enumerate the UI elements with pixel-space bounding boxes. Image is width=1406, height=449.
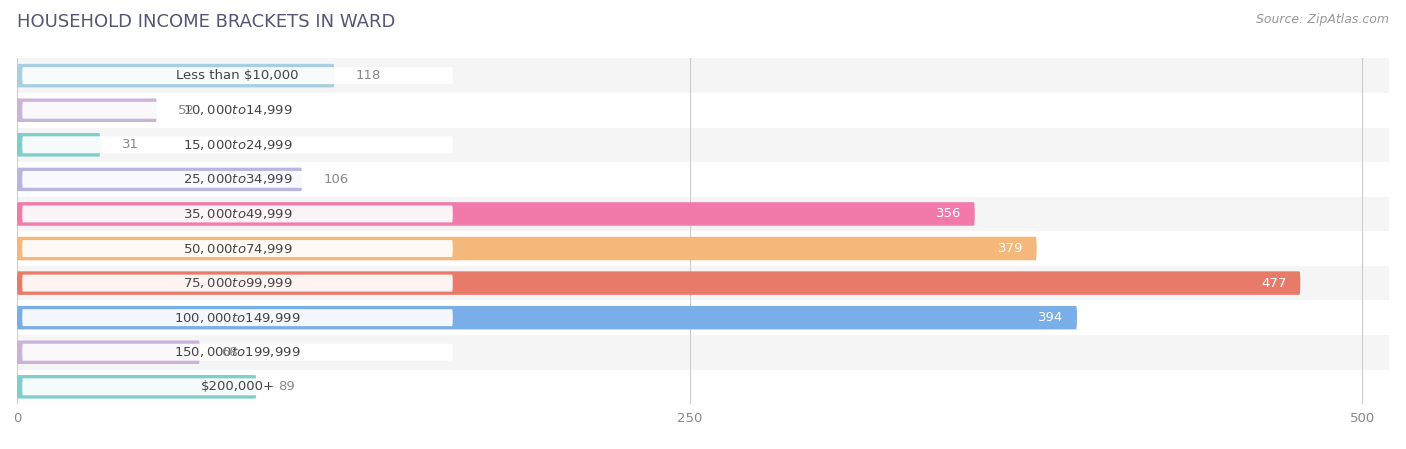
FancyBboxPatch shape [22, 344, 453, 361]
Bar [17, 197, 1389, 231]
Text: 379: 379 [998, 242, 1024, 255]
Text: 356: 356 [936, 207, 962, 220]
Text: $35,000 to $49,999: $35,000 to $49,999 [183, 207, 292, 221]
Bar [17, 128, 1389, 162]
FancyBboxPatch shape [17, 306, 1077, 330]
Bar [17, 266, 1389, 300]
Text: 477: 477 [1261, 277, 1286, 290]
FancyBboxPatch shape [17, 64, 335, 88]
Bar [17, 162, 1389, 197]
FancyBboxPatch shape [17, 167, 302, 191]
Text: $75,000 to $99,999: $75,000 to $99,999 [183, 276, 292, 290]
FancyBboxPatch shape [22, 67, 453, 84]
Text: $50,000 to $74,999: $50,000 to $74,999 [183, 242, 292, 255]
Text: $15,000 to $24,999: $15,000 to $24,999 [183, 138, 292, 152]
FancyBboxPatch shape [17, 271, 1301, 295]
Text: $200,000+: $200,000+ [201, 380, 274, 393]
FancyBboxPatch shape [17, 375, 256, 399]
Text: Source: ZipAtlas.com: Source: ZipAtlas.com [1256, 13, 1389, 26]
Text: $25,000 to $34,999: $25,000 to $34,999 [183, 172, 292, 186]
Text: 394: 394 [1038, 311, 1063, 324]
Bar [17, 335, 1389, 370]
Text: 52: 52 [179, 104, 195, 117]
FancyBboxPatch shape [22, 171, 453, 188]
Text: 118: 118 [356, 69, 381, 82]
Text: $100,000 to $149,999: $100,000 to $149,999 [174, 311, 301, 325]
Text: 89: 89 [278, 380, 295, 393]
FancyBboxPatch shape [22, 309, 453, 326]
Text: $150,000 to $199,999: $150,000 to $199,999 [174, 345, 301, 359]
Text: 68: 68 [221, 346, 238, 359]
FancyBboxPatch shape [17, 202, 974, 226]
FancyBboxPatch shape [22, 275, 453, 291]
Bar [17, 58, 1389, 93]
FancyBboxPatch shape [22, 379, 453, 395]
Bar [17, 231, 1389, 266]
FancyBboxPatch shape [17, 340, 200, 364]
FancyBboxPatch shape [17, 98, 157, 122]
FancyBboxPatch shape [22, 102, 453, 119]
FancyBboxPatch shape [22, 240, 453, 257]
Bar [17, 370, 1389, 404]
FancyBboxPatch shape [17, 237, 1036, 260]
Bar [17, 93, 1389, 128]
Text: $10,000 to $14,999: $10,000 to $14,999 [183, 103, 292, 117]
FancyBboxPatch shape [22, 136, 453, 153]
FancyBboxPatch shape [22, 206, 453, 222]
Bar [17, 300, 1389, 335]
FancyBboxPatch shape [17, 133, 100, 157]
Text: 106: 106 [323, 173, 349, 186]
Text: Less than $10,000: Less than $10,000 [176, 69, 298, 82]
Text: HOUSEHOLD INCOME BRACKETS IN WARD: HOUSEHOLD INCOME BRACKETS IN WARD [17, 13, 395, 31]
Text: 31: 31 [122, 138, 139, 151]
